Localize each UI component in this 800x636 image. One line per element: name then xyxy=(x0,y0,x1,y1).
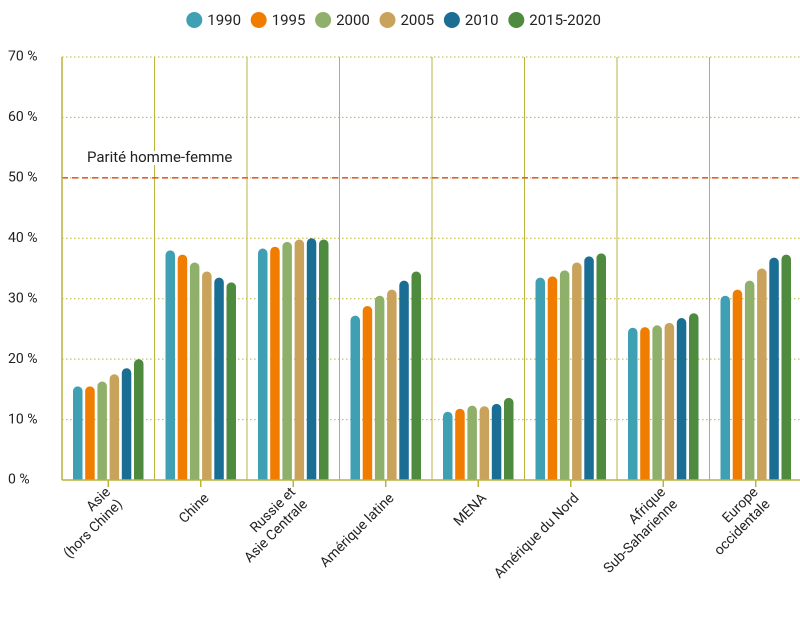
bar xyxy=(165,250,175,480)
reference-label: Parité homme-femme xyxy=(87,148,232,166)
legend-label: 2010 xyxy=(465,11,499,29)
bar xyxy=(177,254,188,480)
y-tick-label: 30 % xyxy=(8,290,37,306)
bar xyxy=(559,270,570,480)
bar xyxy=(387,289,397,480)
bar xyxy=(109,374,120,480)
x-tick-label: Russie etAsie Centrale xyxy=(229,484,311,566)
bar xyxy=(443,411,453,480)
bar xyxy=(399,280,409,480)
bar xyxy=(294,239,305,480)
bar xyxy=(769,257,779,480)
bar xyxy=(781,254,791,480)
bar xyxy=(535,277,545,480)
bar xyxy=(189,262,200,480)
bar xyxy=(214,277,224,480)
bar xyxy=(258,248,268,480)
bar xyxy=(584,256,594,480)
y-tick-label: 60 % xyxy=(8,109,37,125)
legend-swatch xyxy=(186,12,203,28)
legend-swatch xyxy=(250,12,267,28)
bar xyxy=(467,405,477,480)
y-tick-label: 70 % xyxy=(8,49,37,65)
x-tick-label: Europeoccidentale xyxy=(699,484,773,558)
legend-label: 1990 xyxy=(207,11,241,29)
bar xyxy=(319,239,329,480)
bar xyxy=(720,295,730,480)
y-tick-label: 0 % xyxy=(8,472,30,488)
legend-label: 1995 xyxy=(272,11,306,29)
bar xyxy=(596,253,606,480)
bar xyxy=(689,313,699,480)
bar xyxy=(479,406,490,480)
bar xyxy=(757,268,767,480)
bar xyxy=(744,280,755,480)
legend-swatch xyxy=(508,12,525,28)
x-tick-label: Amérique latine xyxy=(317,490,397,570)
bar xyxy=(226,282,236,480)
legend-label: 2005 xyxy=(401,11,435,29)
legend-label: 2015-2020 xyxy=(529,11,601,29)
legend-swatch xyxy=(379,12,396,28)
bar xyxy=(732,289,743,480)
bar xyxy=(411,271,421,480)
bar xyxy=(306,238,317,480)
x-tick-label: Asie(hors Chine) xyxy=(49,484,126,561)
legend-swatch xyxy=(443,12,460,28)
bar xyxy=(374,295,385,480)
bar xyxy=(85,386,95,480)
bar xyxy=(282,241,292,480)
bar xyxy=(504,397,514,480)
bar xyxy=(664,322,675,480)
bar xyxy=(547,276,558,480)
bar xyxy=(676,318,687,480)
bar xyxy=(121,368,132,480)
bar xyxy=(97,381,107,480)
x-tick-label: Chine xyxy=(176,490,212,526)
bar xyxy=(455,408,465,480)
bar xyxy=(572,262,582,480)
bar xyxy=(628,327,638,480)
x-tick-label: AfriqueSub-Saharienne xyxy=(588,484,680,576)
bar xyxy=(362,305,373,480)
bar xyxy=(270,246,280,480)
bar xyxy=(491,403,502,480)
x-tick-label: MENA xyxy=(450,490,489,529)
bar xyxy=(202,271,212,480)
legend-label: 2000 xyxy=(336,11,370,29)
y-tick-label: 40 % xyxy=(8,230,37,246)
y-tick-label: 10 % xyxy=(8,411,37,427)
legend-swatch xyxy=(315,12,332,28)
bar xyxy=(640,327,650,480)
y-tick-label: 50 % xyxy=(8,170,37,186)
bar xyxy=(134,359,144,480)
bar xyxy=(652,325,662,480)
y-tick-label: 20 % xyxy=(8,351,37,367)
bar xyxy=(350,315,360,480)
x-tick-label: Amérique du Nord xyxy=(491,490,582,581)
bar xyxy=(73,386,83,480)
